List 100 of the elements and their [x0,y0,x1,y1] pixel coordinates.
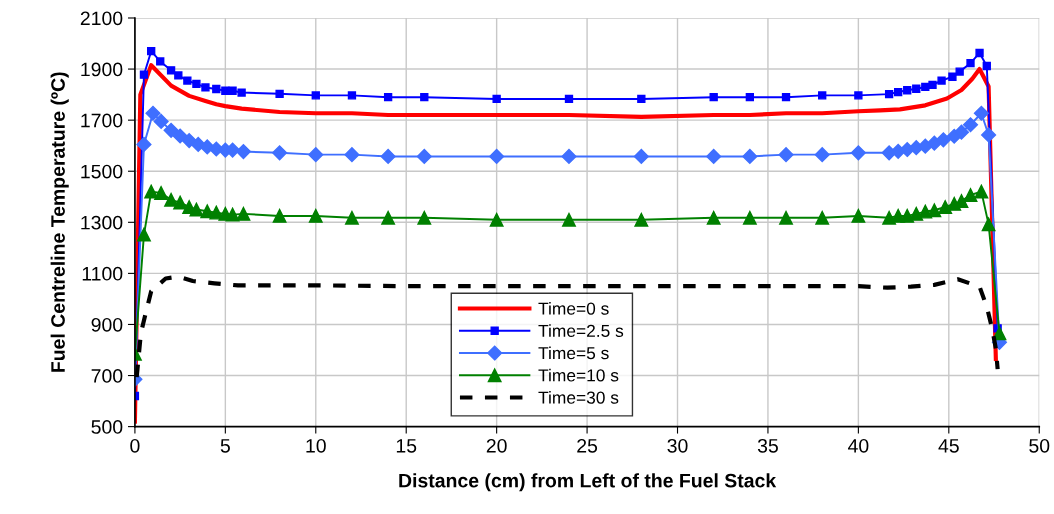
point [745,92,755,102]
point [275,89,284,99]
x-tick-label: 5 [220,439,230,453]
point [345,210,359,225]
point [164,192,179,207]
point [814,147,830,163]
point [948,72,957,81]
point [779,210,793,225]
point [962,117,979,133]
point [973,105,989,121]
point [854,91,863,100]
x-axis-title: Distance (cm) from Left of the Fuel Stack [399,473,777,492]
point [884,89,894,99]
point [189,202,204,217]
point [935,132,951,148]
point [416,148,432,164]
y-tick-label: 1700 [81,113,123,128]
point [173,195,188,210]
legend-label: Time=5 s [538,346,609,360]
point [562,212,576,227]
point [311,91,320,100]
point [156,57,165,66]
point [851,208,866,223]
point [144,184,159,199]
point [633,148,649,164]
x-tick-label: 30 [667,438,688,453]
x-tick-label: 10 [306,438,326,453]
x-tick-label: 15 [396,439,417,453]
y-axis-title: Fuel Centreline Temperature (ºC) [50,72,69,372]
point [492,94,501,104]
point [166,66,176,75]
y-tick-label: 700 [91,369,123,383]
point [781,92,791,102]
point [966,59,975,68]
x-tick-label: 40 [848,438,869,453]
point [706,210,721,225]
point [174,71,183,80]
y-tick-label: 1500 [81,164,123,179]
point [561,148,577,164]
point [225,207,240,222]
point [489,148,505,164]
y-tick-label: 500 [91,420,123,434]
point [927,203,942,218]
point [634,212,649,227]
point [937,76,946,85]
point [380,148,396,164]
point [903,86,912,95]
point [709,92,718,102]
point [975,48,984,58]
legend-label: Time=2.5 s [538,324,624,337]
point [381,210,396,225]
point [742,148,758,164]
point [778,147,794,163]
point [163,122,179,138]
point [136,136,152,152]
point [183,76,192,85]
point [974,184,989,199]
point [272,208,287,223]
point [154,185,169,200]
point [237,88,246,97]
point [818,91,827,100]
y-tick-label: 2100 [80,11,123,26]
point [894,87,903,97]
point [815,210,830,225]
point [308,147,324,163]
point [564,94,574,104]
x-tick-label: 50 [1029,438,1050,453]
y-tick-label: 900 [91,317,123,332]
point [147,47,156,56]
point [982,61,991,71]
point [955,67,964,76]
point [235,143,252,160]
point [145,105,161,121]
point [137,227,151,242]
point [192,79,201,89]
x-tick-label: 0 [130,438,140,453]
y-tick-label: 1900 [81,62,123,77]
legend-label: Time=0 s [538,301,609,315]
point [850,145,866,161]
point [153,113,169,129]
point [963,188,978,202]
legend-label: Time=10 s [538,368,619,382]
point [139,70,149,79]
point [212,84,221,94]
x-tick-label: 20 [486,438,507,453]
point [228,86,237,95]
point [347,91,357,100]
point [928,80,937,90]
point [272,145,288,161]
point [706,148,722,164]
x-tick-label: 25 [577,438,598,453]
point [981,127,997,143]
legend-label: Time=30 s [538,391,619,404]
point [489,212,504,227]
point [236,206,251,221]
point [742,210,757,225]
x-tick-label: 35 [757,438,778,453]
point [383,92,393,102]
point [420,92,429,102]
point [912,84,921,93]
